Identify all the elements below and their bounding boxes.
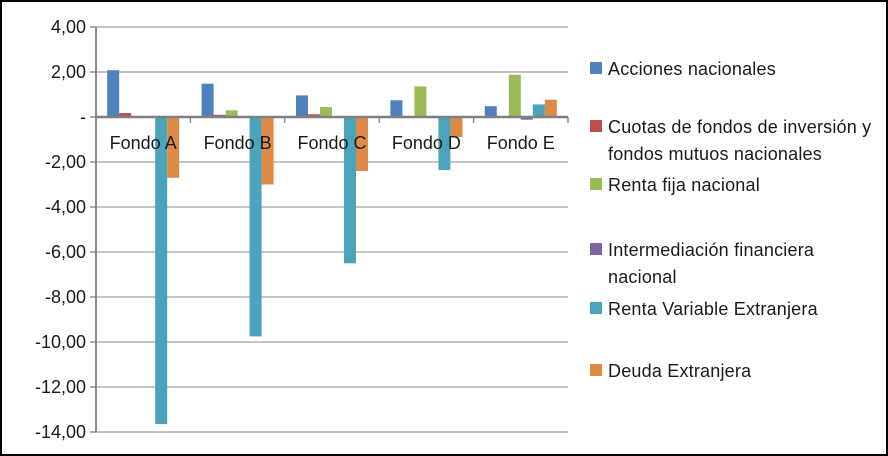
category-label-fondo-e: Fondo E	[487, 133, 555, 153]
bar-series5-cat3	[344, 117, 356, 264]
bar-series3-cat2	[225, 110, 238, 118]
bar-series6-cat5	[544, 99, 557, 117]
y-axis-tick-label: -14,00	[35, 422, 86, 442]
y-axis-tick-label: -6,00	[45, 242, 86, 262]
y-axis-tick-label: -8,00	[45, 287, 86, 307]
category-label-fondo-c: Fondo C	[297, 133, 366, 153]
bar-series4-cat5	[520, 117, 533, 120]
category-label-fondo-a: Fondo A	[110, 133, 177, 153]
bar-series3-cat3	[320, 107, 332, 117]
y-axis-tick-label: 2,00	[51, 62, 86, 82]
legend-swatch-icon	[590, 302, 602, 314]
bar-series6-cat1	[167, 117, 180, 178]
bar-series1-cat5	[484, 106, 497, 117]
bar-series6-cat2	[261, 117, 274, 185]
bar-series1-cat4	[390, 100, 403, 117]
bar-series5-cat2	[249, 117, 262, 337]
legend-label: Cuotas de fondos de inversión y fondos m…	[608, 117, 872, 164]
legend-item: Renta Variable Extranjera	[590, 296, 872, 323]
legend-label: Intermediación financiera nacional	[608, 240, 815, 287]
legend-label: Renta Variable Extranjera	[608, 299, 818, 319]
y-axis-tick-label: -2,00	[45, 152, 86, 172]
bar-series3-cat5	[508, 74, 521, 117]
bar-series2-cat3	[308, 114, 320, 117]
y-axis-tick-label: 4,00	[51, 17, 86, 37]
bar-series6-cat4	[450, 117, 463, 137]
chart-legend: Acciones nacionales Cuotas de fondos de i…	[590, 2, 878, 454]
y-axis-tick-label: -	[80, 107, 86, 127]
bar-series1-cat2	[201, 83, 214, 117]
bar-series5-cat5	[532, 104, 545, 117]
legend-item: Acciones nacionales	[590, 56, 872, 83]
category-label-fondo-d: Fondo D	[392, 133, 461, 153]
legend-swatch-icon	[590, 120, 602, 132]
legend-swatch-icon	[590, 178, 602, 190]
y-axis-tick-label: -12,00	[35, 377, 86, 397]
bar-series3-cat4	[414, 86, 427, 117]
bar-series6-cat3	[356, 117, 368, 171]
legend-label: Renta fija nacional	[608, 175, 760, 195]
legend-label: Acciones nacionales	[608, 59, 776, 79]
bar-series5-cat1	[155, 117, 168, 425]
legend-swatch-icon	[590, 62, 602, 74]
legend-swatch-icon	[590, 364, 602, 376]
legend-item: Deuda Extranjera	[590, 358, 872, 385]
category-label-fondo-b: Fondo B	[204, 133, 272, 153]
bar-series5-cat4	[438, 117, 451, 171]
legend-item: Renta fija nacional	[590, 172, 872, 199]
bar-series2-cat1	[119, 113, 132, 117]
legend-label: Deuda Extranjera	[608, 361, 752, 381]
legend-item: Intermediación financiera nacional	[590, 237, 872, 291]
bar-series1-cat3	[296, 95, 308, 117]
y-axis-tick-label: -10,00	[35, 332, 86, 352]
y-axis-tick-label: -4,00	[45, 197, 86, 217]
legend-item: Cuotas de fondos de inversión y fondos m…	[590, 114, 872, 168]
bar-series1-cat1	[107, 70, 120, 117]
bar-chart-plot-area: 4,00 2,00 - -2,00 -4,00 -6,00 -8,00 -10,00 -12,0…	[35, 17, 569, 442]
legend-swatch-icon	[590, 243, 602, 255]
